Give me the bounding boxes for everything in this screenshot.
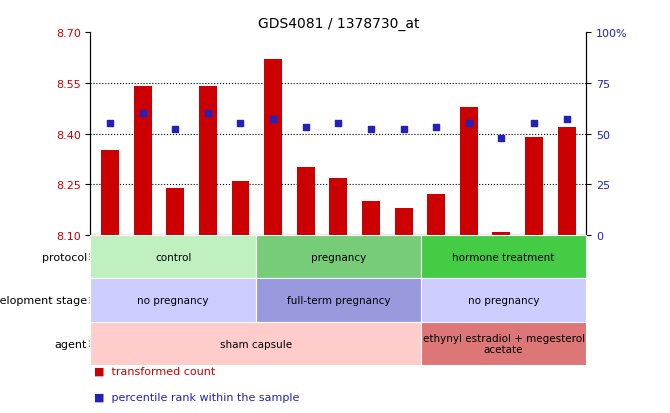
Point (529, 121, 539, 128)
Point (398, 127, 409, 133)
Point (561, 117, 572, 123)
Text: ■  percentile rank within the sample: ■ percentile rank within the sample (94, 392, 299, 402)
Bar (362, 202, 380, 235)
Bar (557, 128, 576, 235)
Text: development stage: development stage (0, 295, 87, 306)
Bar (395, 209, 413, 235)
Point (137, 111, 148, 117)
Point (300, 125, 311, 131)
Bar (264, 60, 282, 235)
Bar (330, 178, 347, 235)
Text: ethynyl estradiol + megesterol
acetate: ethynyl estradiol + megesterol acetate (423, 333, 585, 355)
Point (202, 111, 213, 117)
Bar (525, 138, 543, 235)
Point (464, 121, 474, 128)
Bar (199, 87, 217, 235)
Text: full-term pregnancy: full-term pregnancy (287, 295, 390, 306)
Text: ■  transformed count: ■ transformed count (94, 366, 215, 375)
Bar (166, 188, 184, 235)
Point (333, 121, 344, 128)
Text: sham capsule: sham capsule (220, 339, 291, 349)
Point (105, 121, 115, 128)
Bar (460, 107, 478, 235)
Bar (232, 181, 249, 235)
Point (235, 121, 246, 128)
Text: pregnancy: pregnancy (311, 252, 366, 262)
Text: protocol: protocol (42, 252, 87, 262)
Text: hormone treatment: hormone treatment (452, 252, 555, 262)
Bar (427, 195, 445, 235)
Point (496, 135, 507, 142)
Text: no pregnancy: no pregnancy (137, 295, 209, 306)
Bar (492, 232, 511, 235)
Bar (134, 87, 151, 235)
Title: GDS4081 / 1378730_at: GDS4081 / 1378730_at (257, 17, 419, 31)
Point (431, 125, 442, 131)
Text: agent: agent (55, 339, 87, 349)
Text: control: control (155, 252, 191, 262)
Bar (297, 168, 315, 235)
Bar (101, 151, 119, 235)
Point (366, 127, 377, 133)
Point (170, 127, 181, 133)
Point (268, 117, 279, 123)
Text: no pregnancy: no pregnancy (468, 295, 539, 306)
